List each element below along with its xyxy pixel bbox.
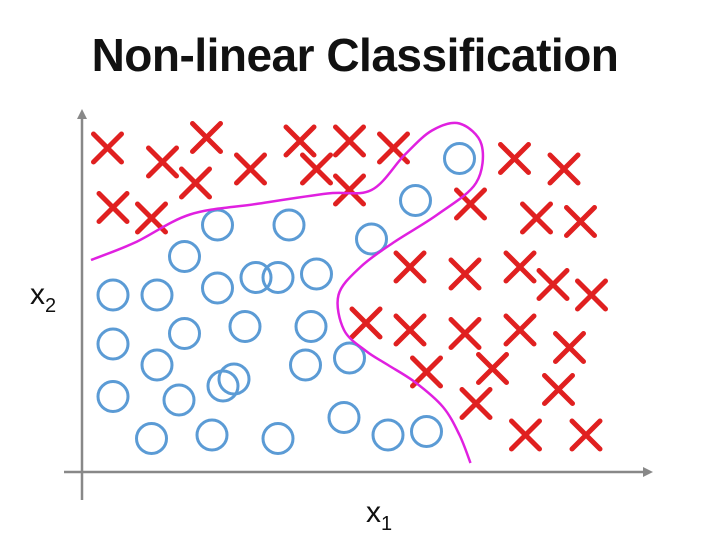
- positive-point-x: [410, 355, 443, 389]
- positive-point-x: [393, 250, 427, 284]
- negative-point-circle: [443, 142, 476, 175]
- negative-point-circle: [371, 418, 405, 452]
- positive-point-x: [547, 152, 581, 186]
- positive-point-x: [520, 201, 553, 235]
- positive-point-x: [448, 317, 482, 350]
- negative-point-circle: [217, 362, 251, 396]
- negative-point-circle: [239, 261, 273, 294]
- positive-point-x: [333, 173, 366, 207]
- negative-point-circle: [135, 422, 168, 455]
- negative-point-circle: [96, 278, 130, 312]
- x-axis-label-subscript: 1: [381, 513, 392, 535]
- positive-point-x: [503, 313, 537, 347]
- negative-point-circle: [399, 184, 432, 217]
- y-axis-label-subscript: 2: [45, 295, 56, 317]
- positive-point-x: [393, 313, 427, 347]
- positive-point-x: [179, 166, 212, 200]
- negative-point-circle: [140, 278, 174, 312]
- y-axis-label: x2: [30, 278, 56, 317]
- positive-point-x: [448, 257, 482, 291]
- positive-point-x: [349, 306, 383, 340]
- negative-point-circle: [195, 418, 229, 452]
- positive-point-x: [476, 352, 509, 385]
- positive-point-x: [283, 124, 317, 158]
- negative-point-circle: [261, 261, 295, 294]
- negative-point-circle: [410, 415, 443, 448]
- positive-point-x: [553, 331, 586, 364]
- negative-point-circle: [201, 271, 234, 305]
- negative-point-circle: [96, 327, 130, 361]
- positive-point-x: [509, 418, 542, 452]
- negative-point-circle: [201, 208, 234, 242]
- positive-point-x: [300, 152, 333, 186]
- negative-point-circle: [300, 257, 333, 291]
- positive-point-x: [564, 205, 597, 238]
- negative-point-circle: [140, 348, 174, 382]
- positive-point-x: [454, 187, 487, 221]
- axes: [64, 109, 653, 500]
- negative-point-circle: [228, 310, 262, 343]
- negative-point-circle: [261, 422, 295, 455]
- positive-point-x: [91, 131, 124, 165]
- decision-boundary-curve: [90, 121, 485, 464]
- positive-point-x: [536, 268, 570, 301]
- positive-point-x: [96, 191, 130, 224]
- positive-point-x: [503, 250, 537, 284]
- positive-point-x: [569, 418, 603, 452]
- negative-point-circle: [355, 222, 388, 256]
- x-axis-label: x1: [366, 496, 392, 535]
- negative-point-circle: [333, 341, 366, 375]
- negative-point-circle: [289, 348, 322, 382]
- negative-point-circle: [168, 240, 201, 273]
- negative-point-circle: [206, 369, 240, 403]
- negative-point-circle: [168, 317, 201, 350]
- negative-point-circle: [327, 401, 361, 434]
- positive-point-x: [459, 387, 493, 420]
- positive-point-x: [146, 145, 179, 179]
- negative-point-circle: [162, 383, 196, 417]
- positive-point-x: [333, 124, 366, 158]
- negative-point-circle: [294, 310, 328, 343]
- positive-point-x: [234, 152, 267, 186]
- negative-point-circle: [96, 380, 130, 413]
- chart-title: Non-linear Classification: [91, 29, 619, 81]
- positive-point-x: [542, 373, 575, 406]
- decision-boundary: [90, 121, 485, 464]
- data-points: [91, 121, 608, 455]
- negative-point-circle: [272, 208, 306, 242]
- positive-point-x: [190, 121, 223, 154]
- axis-labels: x1 x2: [30, 278, 392, 535]
- positive-point-x: [498, 142, 531, 175]
- positive-point-x: [575, 278, 608, 312]
